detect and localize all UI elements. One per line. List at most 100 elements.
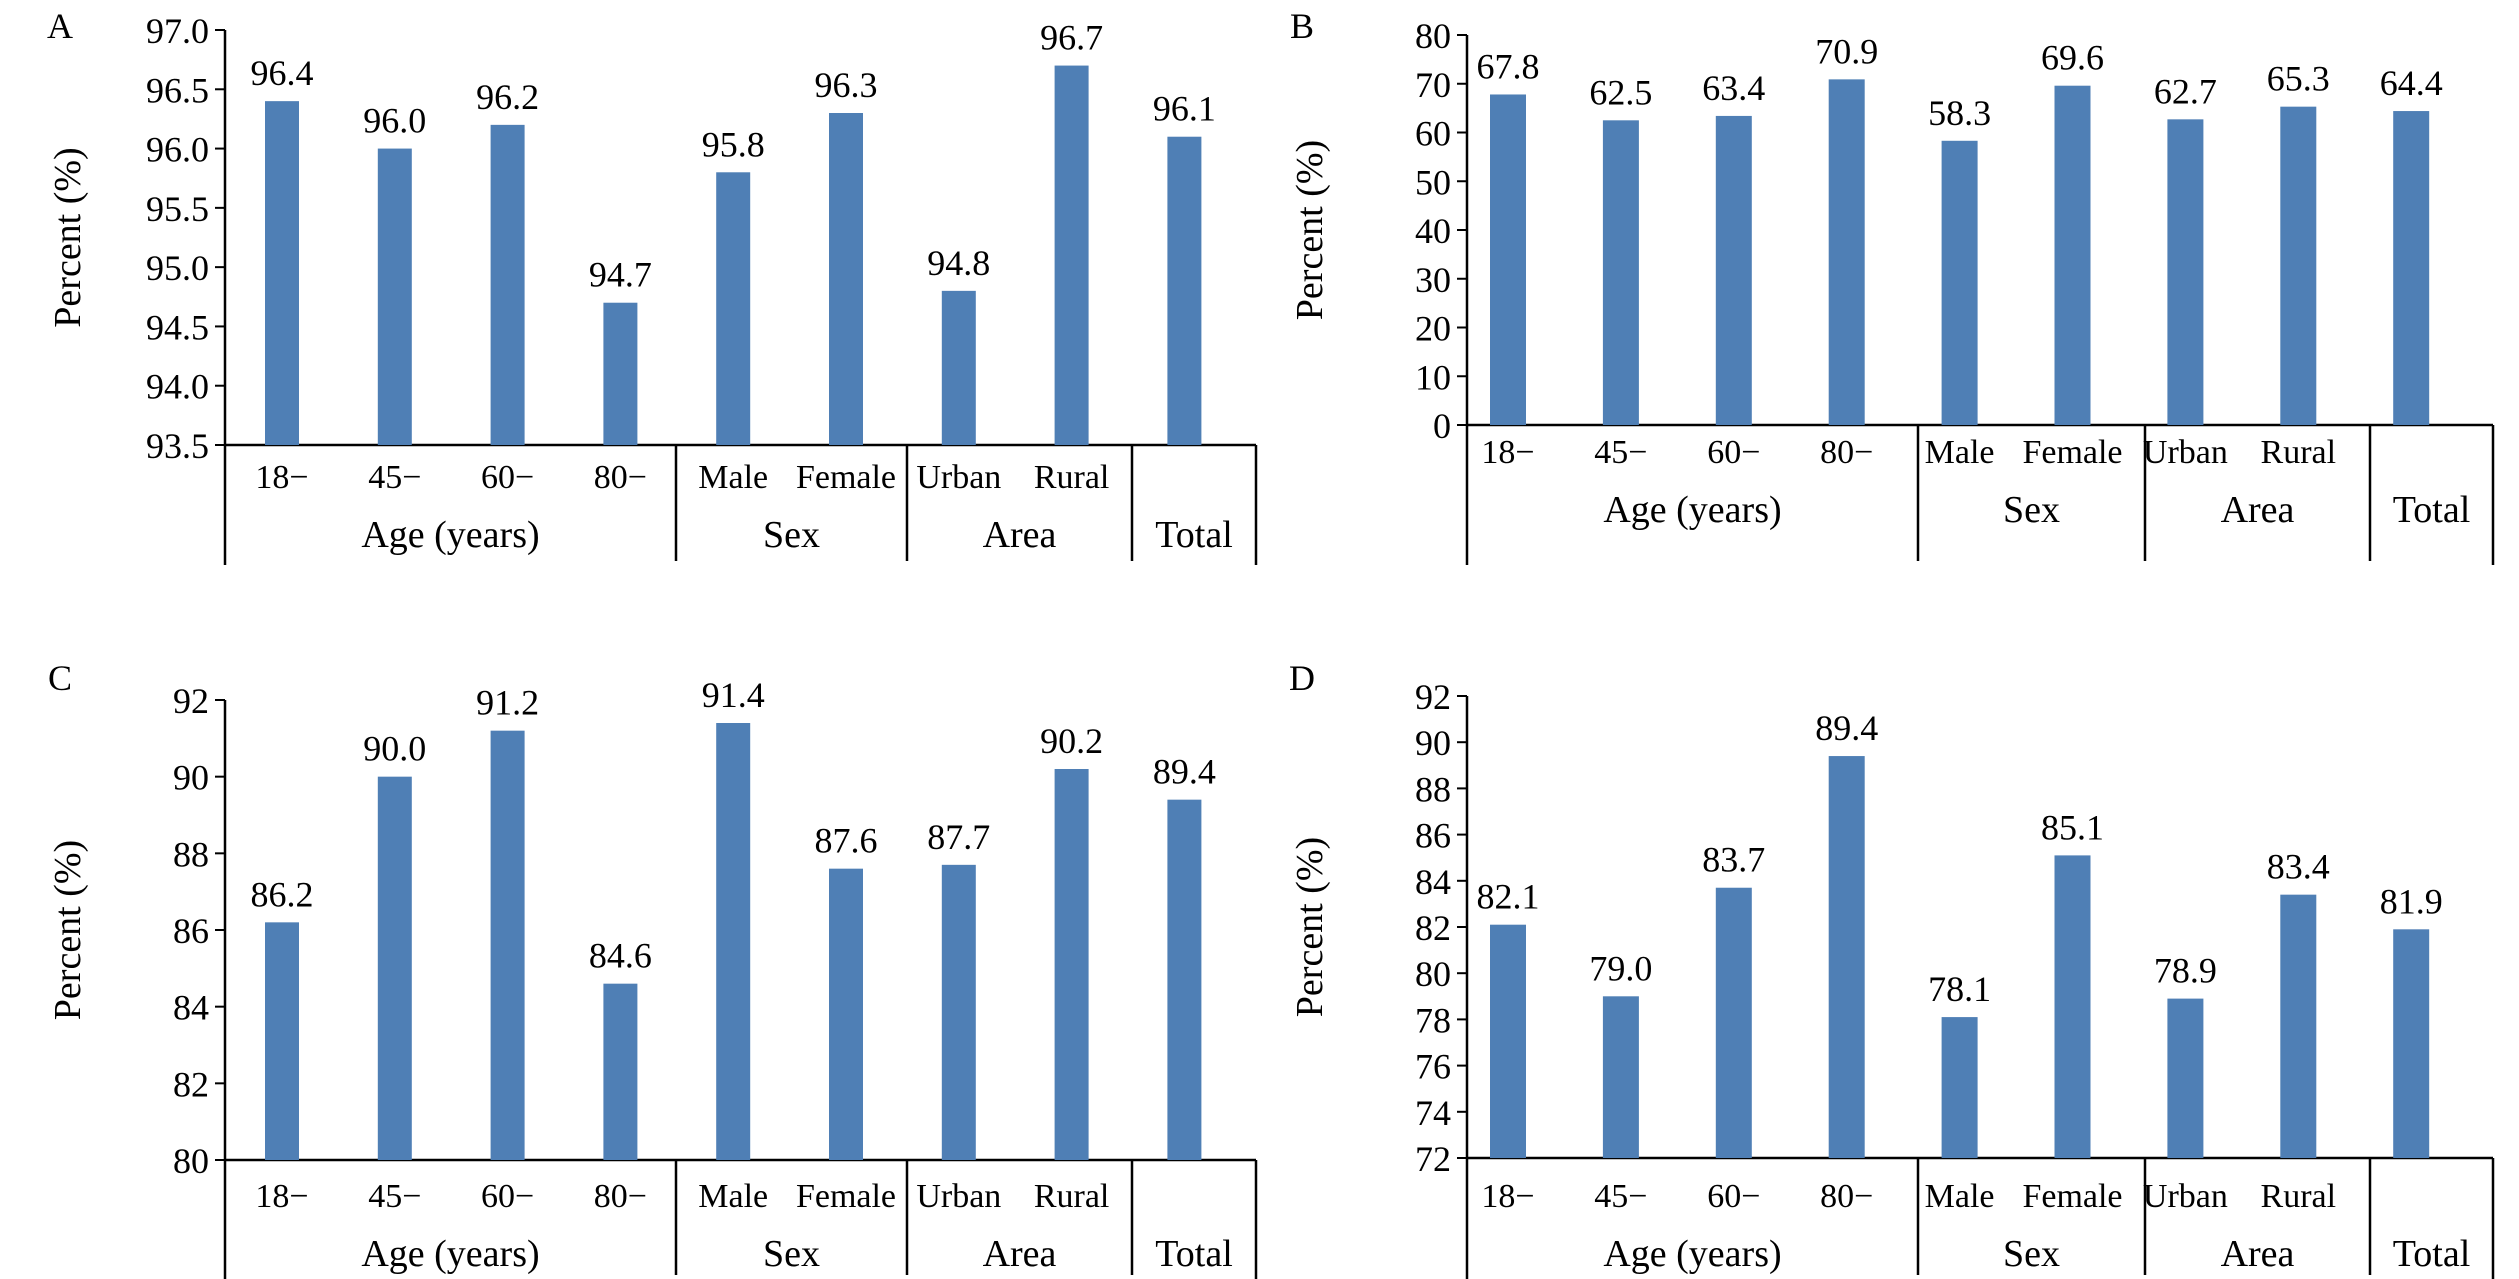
x-tick-label: Female — [796, 1178, 896, 1215]
bar — [265, 922, 299, 1160]
x-tick-label: 80− — [1820, 1178, 1873, 1215]
data-label: 78.9 — [2154, 951, 2217, 991]
group-label: Total — [1155, 1233, 1233, 1275]
y-tick-label: 86 — [1415, 816, 1451, 856]
y-tick-label: 80 — [1415, 954, 1451, 994]
data-label: 96.7 — [1040, 18, 1103, 58]
x-tick-label: 45− — [368, 459, 421, 496]
bar — [1828, 756, 1865, 1158]
data-label: 69.6 — [2041, 38, 2104, 78]
x-tick-label: 60− — [1707, 434, 1760, 471]
y-tick-label: 96.0 — [146, 130, 209, 170]
y-axis-label: Percent (%) — [1289, 140, 1331, 320]
data-label: 67.8 — [1477, 46, 1540, 86]
x-tick-label: Rural — [1034, 1178, 1110, 1215]
x-tick-label: Male — [1925, 434, 1995, 471]
bar — [716, 723, 751, 1160]
x-tick-label: Urban — [2143, 434, 2228, 471]
y-tick-label: 97.0 — [146, 11, 209, 51]
bar — [2054, 855, 2091, 1158]
data-label: 83.4 — [2267, 847, 2330, 887]
y-tick-label: 70 — [1415, 65, 1451, 105]
y-tick-label: 96.5 — [146, 70, 209, 110]
group-label: Total — [1155, 514, 1233, 556]
x-tick-label: 45− — [1594, 1178, 1647, 1215]
y-tick-label: 60 — [1415, 114, 1451, 154]
x-tick-label: Urban — [916, 459, 1001, 496]
x-tick-label: Male — [698, 459, 768, 496]
y-tick-label: 84 — [173, 988, 209, 1028]
y-tick-label: 72 — [1415, 1139, 1451, 1179]
bar — [377, 776, 412, 1160]
data-label: 96.3 — [815, 65, 878, 105]
group-label: Age (years) — [1603, 1233, 1781, 1275]
chart-panel-c: C 80 82 84 86 88 90 92 Percent (%) 86.2 18− 90.0 45−… — [47, 658, 1258, 1279]
data-label: 87.6 — [815, 821, 878, 861]
bar — [490, 124, 525, 445]
y-tick-label: 30 — [1415, 260, 1451, 300]
data-label: 86.2 — [251, 874, 314, 914]
group-label: Total — [2393, 1233, 2471, 1275]
data-label: 83.7 — [1702, 840, 1765, 880]
y-tick-label: 76 — [1415, 1047, 1451, 1087]
data-label: 91.2 — [476, 683, 539, 723]
x-tick-label: Urban — [916, 1178, 1001, 1215]
x-tick-label: Rural — [2261, 434, 2337, 471]
bar — [2280, 106, 2317, 425]
y-tick-label: 93.5 — [146, 426, 209, 466]
group-label: Sex — [2003, 489, 2060, 531]
data-label: 94.8 — [927, 243, 990, 283]
data-label: 84.6 — [589, 936, 652, 976]
bar — [2280, 894, 2317, 1158]
panel-letter: B — [1290, 6, 1314, 46]
y-tick-label: 82 — [173, 1064, 209, 1104]
y-axis-label: Percent (%) — [1289, 837, 1331, 1017]
y-tick-label: 95.0 — [146, 248, 209, 288]
y-tick-label: 94.0 — [146, 367, 209, 407]
x-tick-label: Female — [2022, 1178, 2122, 1215]
x-tick-label: 18− — [1481, 434, 1534, 471]
y-tick-label: 74 — [1415, 1093, 1451, 1133]
x-tick-label: 60− — [481, 1178, 534, 1215]
bar — [2393, 929, 2430, 1158]
x-tick-label: 18− — [255, 459, 308, 496]
group-label: Sex — [763, 1233, 820, 1275]
x-tick-label: 80− — [594, 459, 647, 496]
bar — [829, 868, 863, 1160]
y-axis-label: Percent (%) — [47, 840, 89, 1020]
y-tick-label: 0 — [1433, 406, 1451, 446]
x-tick-label: Rural — [1034, 459, 1110, 496]
bar — [1715, 887, 1752, 1158]
x-tick-label: 60− — [481, 459, 534, 496]
y-tick-label: 92 — [173, 681, 209, 721]
y-tick-label: 50 — [1415, 162, 1451, 202]
bar — [1054, 65, 1089, 446]
x-tick-label: 45− — [1594, 434, 1647, 471]
chart-panel-a: A 93.5 94.0 94.5 95.0 95.5 96.0 96.5 97.0 Percent… — [47, 6, 1258, 565]
bar — [1167, 136, 1202, 445]
chart-panel-d: D 72 74 76 78 80 82 84 86 88 90 92 Percent (%) 82.1 18… — [1289, 658, 2495, 1279]
data-label: 82.1 — [1477, 877, 1540, 917]
bar — [1054, 769, 1089, 1160]
group-label: Area — [2221, 489, 2295, 531]
data-label: 96.4 — [251, 53, 314, 93]
data-label: 91.4 — [702, 675, 765, 715]
data-label: 62.7 — [2154, 71, 2217, 111]
data-label: 70.9 — [1815, 31, 1878, 71]
y-tick-label: 94.5 — [146, 307, 209, 347]
y-tick-label: 86 — [173, 911, 209, 951]
bar — [1602, 120, 1639, 425]
x-tick-label: Male — [1925, 1178, 1995, 1215]
bar — [265, 101, 299, 446]
y-axis-label: Percent (%) — [47, 147, 89, 327]
data-label: 95.8 — [702, 124, 765, 164]
y-tick-label: 95.5 — [146, 189, 209, 229]
bar — [490, 730, 525, 1160]
bar — [1490, 94, 1526, 425]
panel-letter: D — [1289, 658, 1315, 698]
data-label: 89.4 — [1815, 708, 1878, 748]
group-label: Age (years) — [1603, 489, 1781, 531]
y-tick-label: 92 — [1415, 677, 1451, 717]
y-tick-label: 88 — [1415, 769, 1451, 809]
